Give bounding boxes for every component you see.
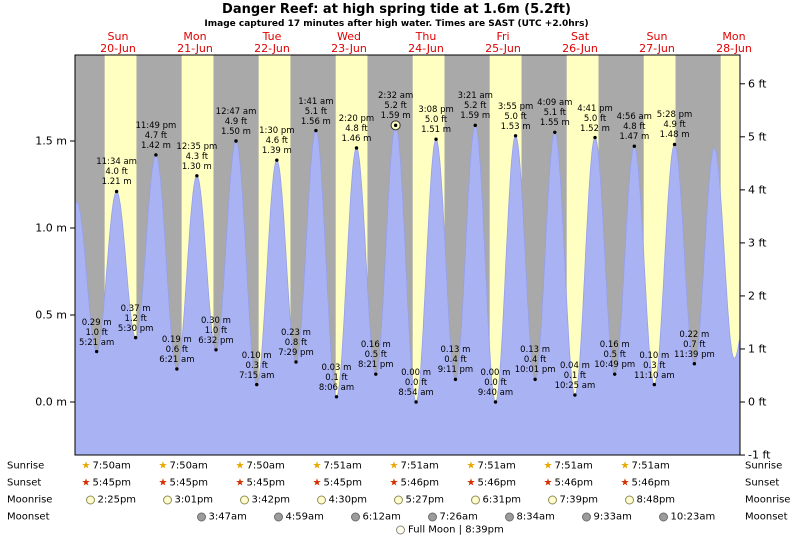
tide-extreme-point <box>154 153 158 157</box>
tide-curve <box>74 124 741 456</box>
tide-extreme-point <box>234 139 238 143</box>
tide-extreme-point <box>533 377 537 382</box>
tide-extreme-point <box>214 348 218 352</box>
tide-extreme-point <box>613 372 617 376</box>
tide-extreme-point <box>593 135 597 140</box>
tide-extreme-point <box>434 137 438 141</box>
tide-extreme-point <box>94 349 99 354</box>
tide-extreme-point <box>473 123 477 128</box>
plot-frame <box>74 54 741 456</box>
tide-extreme-point <box>374 372 378 376</box>
tide-extreme-point <box>573 393 577 397</box>
tide-extreme-point <box>692 362 697 366</box>
tide-extreme-point <box>133 335 138 340</box>
tide-extreme-point <box>195 174 199 178</box>
tide-extreme-point <box>632 144 637 148</box>
tide-extreme-point <box>652 382 657 387</box>
tide-extreme-point <box>255 382 259 387</box>
tide-extreme-point <box>114 189 119 194</box>
tide-extreme-point <box>513 134 518 138</box>
tide-extreme-point <box>393 123 398 128</box>
tide-extreme-point <box>354 146 359 150</box>
tide-extreme-point <box>314 128 318 133</box>
chart-title: Danger Reef: at high spring tide at 1.6m… <box>222 2 571 17</box>
chart-subtitle: Image captured 17 minutes after high wat… <box>204 19 589 29</box>
tide-extreme-point <box>493 400 498 404</box>
tide-extreme-point <box>334 395 339 399</box>
tide-extreme-point <box>414 400 418 404</box>
tide-extreme-point <box>275 158 279 162</box>
tide-extreme-point <box>175 367 179 371</box>
tide-extreme-point <box>553 130 557 134</box>
tide-extreme-point <box>453 377 458 382</box>
tide-extreme-point <box>672 142 677 147</box>
tide-extreme-point <box>294 360 298 364</box>
